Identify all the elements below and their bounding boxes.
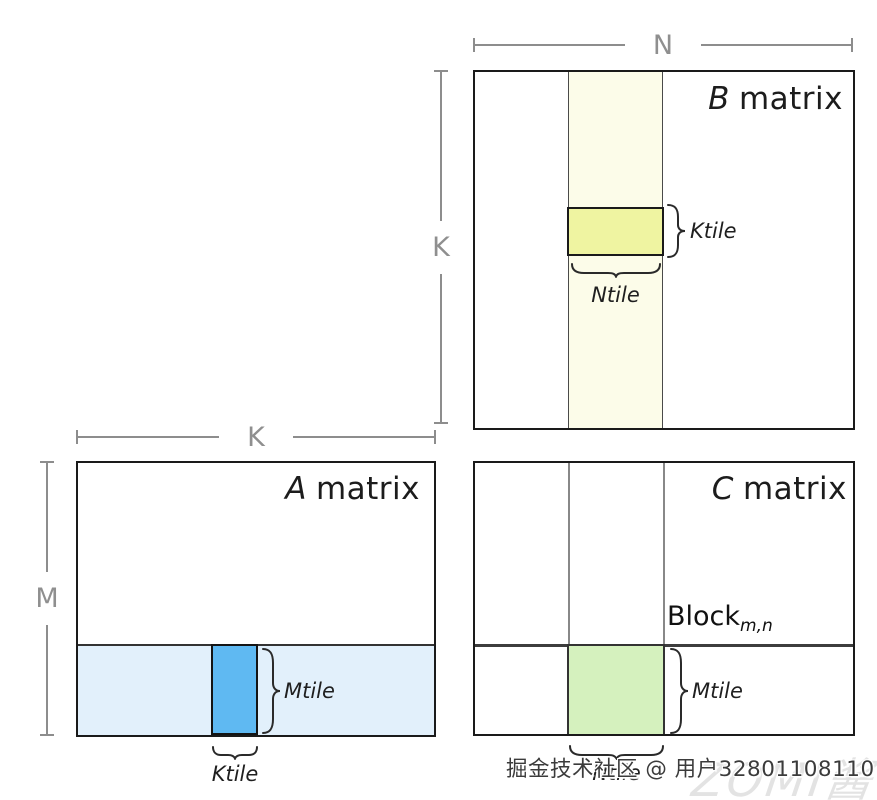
a-mtile-ktile-tile (211, 644, 258, 735)
b-ktile-ntile-tile (567, 207, 664, 256)
a-matrix-title-letter: A (285, 471, 307, 507)
dim-line-segment (701, 44, 852, 46)
dim-tick (434, 422, 448, 424)
juejin-watermark: 掘金技术社区 @ 用户32801108110 (506, 757, 875, 782)
c-ntile-label: Ntile (592, 761, 641, 785)
c-mtile-label: Mtile (692, 679, 743, 703)
dim-tick (40, 461, 54, 463)
dim-tick (434, 70, 448, 72)
dim-tick (473, 38, 475, 52)
b-ktile-brace (667, 204, 686, 258)
c-block-label-text: Block (667, 601, 741, 632)
b-matrix-box (473, 70, 855, 430)
dim-line-segment (46, 625, 48, 734)
c-block-label: Blockm,n (667, 601, 773, 635)
a-mtile-brace (262, 648, 281, 734)
dim-line-segment (475, 44, 625, 46)
dim-tick (851, 38, 854, 52)
a-mtile-label: Mtile (284, 679, 335, 703)
b-ntile-brace (571, 263, 661, 278)
dim-line-segment (440, 273, 442, 422)
dim-line-n: N (473, 32, 854, 59)
b-ktile-label: Ktile (690, 219, 737, 243)
dim-tick (434, 430, 436, 444)
dim-line-segment (440, 72, 442, 221)
dim-line-segment (78, 436, 220, 438)
c-matrix-box (473, 461, 855, 736)
c-mtile-ntile-tile (567, 644, 665, 734)
dim-line-m: M (35, 461, 59, 736)
b-matrix-title-word: matrix (738, 81, 843, 117)
dim-line-k-b: K (432, 70, 450, 424)
c-ntile-brace (569, 745, 664, 760)
dim-label-n: N (652, 29, 674, 61)
dim-tick (76, 430, 78, 444)
b-ntile-label: Ntile (591, 283, 640, 307)
c-column-guide-left (568, 462, 570, 645)
dim-label-m: M (35, 583, 59, 614)
dim-line-k-a: K (76, 424, 436, 451)
c-matrix-title-word: matrix (742, 471, 847, 507)
dim-tick (40, 734, 54, 736)
dim-label-k-b: K (432, 231, 450, 263)
b-matrix-title-letter: B (708, 81, 730, 117)
a-ktile-label: Ktile (211, 762, 259, 786)
dim-line-segment (46, 463, 48, 572)
a-ktile-brace (212, 746, 258, 760)
c-mtile-brace (670, 648, 689, 734)
a-matrix-box (76, 461, 436, 737)
c-block-label-subscript: m,n (740, 616, 773, 636)
dim-label-k-a: K (247, 421, 265, 453)
a-matrix-title-word: matrix (315, 471, 420, 507)
c-column-guide-right (663, 462, 665, 645)
c-matrix-title-letter: C (711, 471, 734, 507)
dim-line-segment (292, 436, 434, 438)
